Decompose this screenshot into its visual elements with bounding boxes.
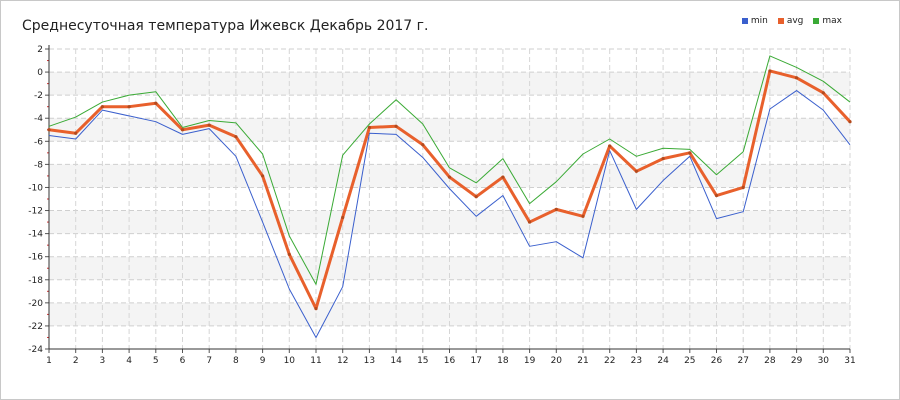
series-point-avg	[661, 157, 665, 161]
x-tick-label: 3	[100, 356, 106, 366]
legend-swatch-max	[813, 18, 820, 24]
series-point-avg	[234, 135, 238, 139]
series-point-avg	[447, 175, 452, 179]
series-point-avg	[394, 124, 398, 128]
x-tick-label: 18	[497, 356, 509, 366]
x-tick-label: 16	[444, 356, 456, 366]
x-tick-label: 20	[551, 356, 563, 366]
series-point-avg	[127, 105, 131, 109]
y-tick-label: -20	[28, 299, 43, 309]
x-tick-label: 23	[631, 356, 642, 366]
series-point-avg	[501, 175, 505, 179]
x-tick-label: 12	[337, 356, 348, 366]
series-point-avg	[100, 105, 104, 109]
series-point-avg	[741, 185, 745, 190]
series-point-avg	[608, 144, 612, 148]
series-point-avg	[554, 207, 558, 211]
x-tick-label: 27	[737, 356, 748, 366]
legend-swatch-avg	[777, 18, 784, 24]
series-point-avg	[367, 125, 371, 130]
x-tick-label: 15	[417, 356, 428, 366]
legend-swatch-min	[741, 18, 748, 24]
y-tick-label: -18	[28, 276, 43, 286]
series-point-avg	[634, 169, 639, 173]
y-tick-label: 2	[37, 45, 43, 55]
x-tick-label: 4	[126, 356, 132, 366]
legend-label-min: min	[750, 16, 768, 26]
x-tick-label: 25	[684, 356, 695, 366]
legend-item-avg[interactable]: avg	[777, 16, 804, 26]
x-tick-label: 21	[577, 356, 588, 366]
legend-item-max[interactable]: max	[813, 16, 842, 26]
series-line-min	[48, 90, 851, 338]
chart-title: Среднесуточная температура Ижевск Декабр…	[22, 18, 429, 34]
series-point-avg	[180, 128, 185, 132]
x-tick-label: 8	[233, 356, 239, 366]
x-tick-label: 30	[818, 356, 830, 366]
y-tick-label: 0	[37, 68, 43, 78]
y-tick-label: -8	[34, 160, 43, 170]
series-point-avg	[581, 214, 585, 218]
series-point-avg	[74, 131, 78, 135]
series-point-avg	[768, 69, 772, 73]
x-tick-label: 31	[844, 356, 855, 366]
y-tick-label: -22	[28, 322, 43, 332]
series-point-avg	[47, 128, 51, 132]
series-point-avg	[314, 307, 318, 311]
series-point-avg	[528, 220, 532, 224]
x-tick-label: 17	[470, 356, 481, 366]
y-tick-label: -12	[28, 207, 43, 217]
x-tick-label: 7	[206, 356, 212, 366]
x-tick-label: 13	[364, 356, 375, 366]
legend-label-avg: avg	[786, 16, 804, 26]
y-tick-label: -16	[28, 253, 43, 263]
x-tick-label: 26	[711, 356, 723, 366]
series-point-avg	[474, 195, 478, 199]
y-tick-label: -10	[28, 183, 43, 193]
x-tick-label: 10	[284, 356, 296, 366]
series-point-avg	[848, 120, 852, 124]
x-tick-label: 22	[604, 356, 615, 366]
series-line-max	[48, 55, 851, 285]
series-point-avg	[795, 76, 799, 80]
x-tick-label: 24	[657, 356, 669, 366]
series-point-avg	[261, 174, 265, 178]
series-point-avg	[154, 101, 158, 105]
x-tick-label: 9	[260, 356, 266, 366]
x-tick-label: 28	[764, 356, 776, 366]
y-tick-label: -6	[34, 137, 43, 147]
series-point-avg	[688, 151, 692, 155]
series-point-avg	[421, 143, 425, 147]
x-tick-label: 2	[73, 356, 79, 366]
x-tick-label: 11	[310, 356, 321, 366]
legend: min avg max	[741, 16, 842, 26]
y-tick-label: -4	[34, 114, 43, 124]
legend-item-min[interactable]: min	[741, 16, 768, 26]
series-point-avg	[341, 215, 345, 220]
x-tick-label: 5	[153, 356, 159, 366]
y-tick-label: -24	[28, 345, 43, 355]
x-tick-label: 29	[791, 356, 803, 366]
x-tick-label: 19	[524, 356, 536, 366]
grid-band	[49, 210, 850, 234]
series-point-avg	[207, 123, 211, 127]
y-tick-label: -14	[28, 230, 43, 240]
x-tick-label: 14	[390, 356, 402, 366]
series-point-avg	[821, 91, 825, 95]
legend-label-max: max	[822, 16, 842, 26]
x-tick-label: 6	[180, 356, 186, 366]
y-tick-label: -2	[34, 91, 43, 101]
series-point-avg	[714, 193, 719, 198]
series-point-avg	[287, 252, 291, 256]
x-tick-label: 1	[46, 356, 52, 366]
